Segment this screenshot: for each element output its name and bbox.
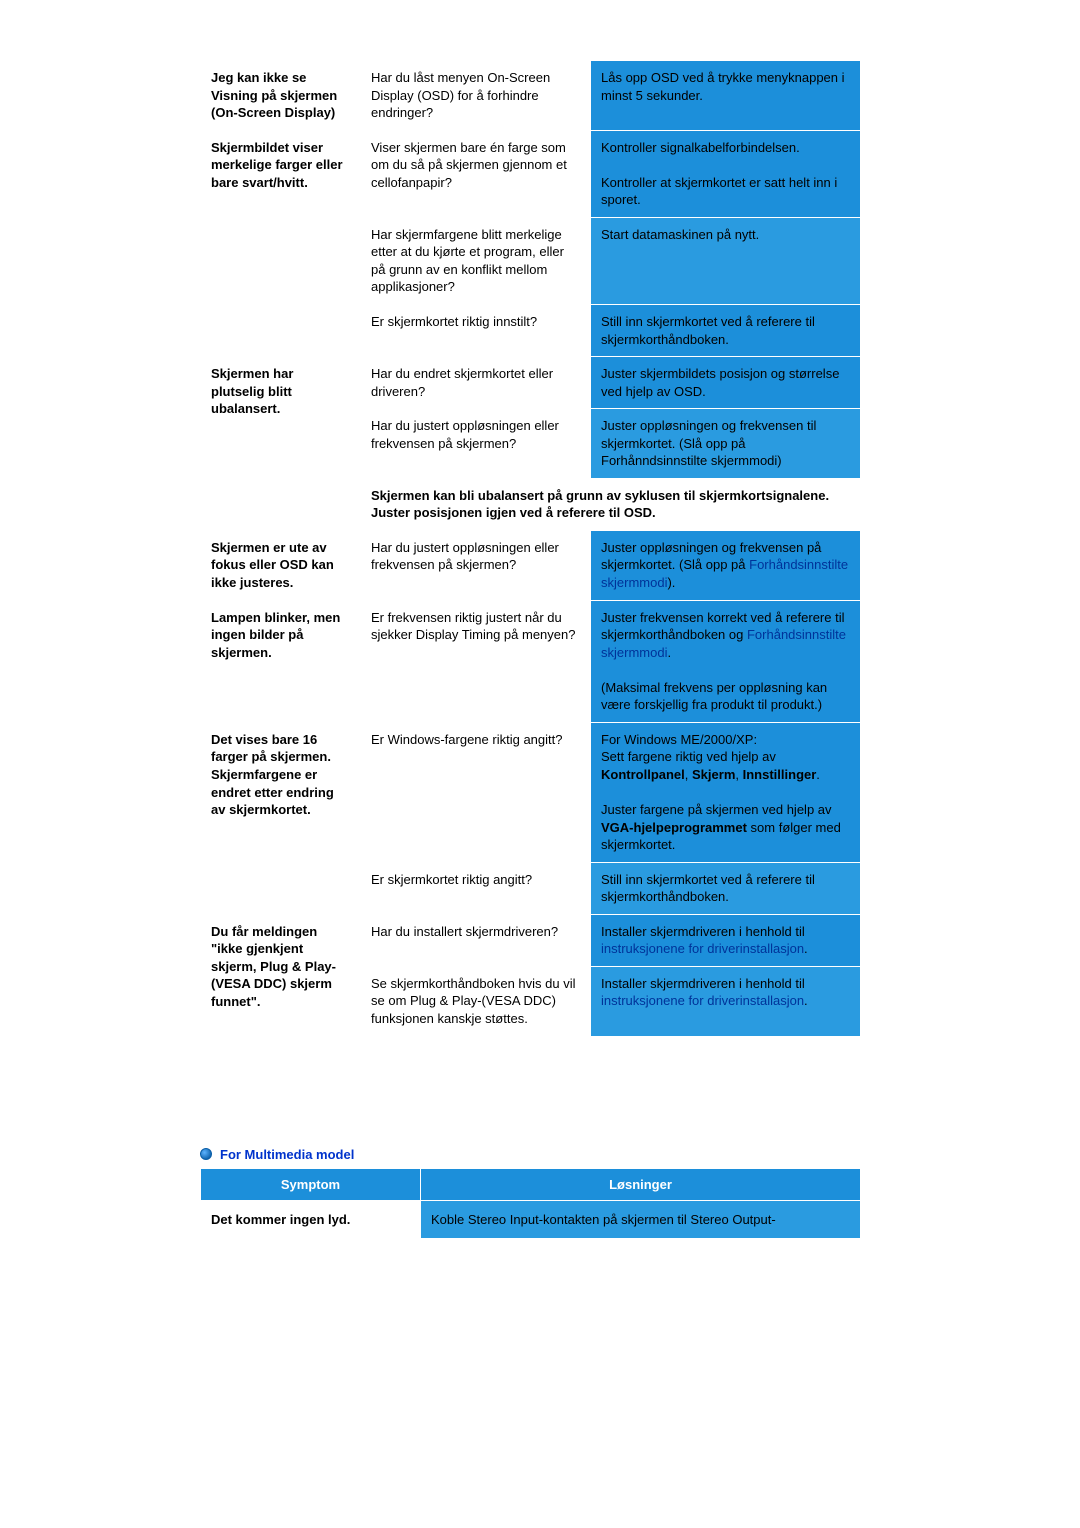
solution-cell: Start datamaskinen på nytt. <box>591 217 861 304</box>
multimedia-heading-text: For Multimedia model <box>220 1147 354 1162</box>
question-cell: Har skjermfargene blitt merkelige etter … <box>361 217 591 304</box>
solution-cell: Juster oppløsningen og frekvensen på skj… <box>591 530 861 600</box>
link-text[interactable]: instruksjonene for driverinstallasjon <box>601 941 804 956</box>
question-cell: Har du installert skjermdriveren? <box>361 914 591 966</box>
table-row: Lampen blinker, men ingen bilder på skje… <box>201 600 861 722</box>
solution-cell: Juster frekvensen korrekt ved å referere… <box>591 600 861 722</box>
solution-text: ). <box>667 575 675 590</box>
solution-text: Kontroller signalkabelforbindelsen. <box>601 140 800 155</box>
symptom-cell: Skjermen har plutselig blitt ubalansert. <box>201 357 361 531</box>
question-cell: Se skjermkorthåndboken hvis du vil se om… <box>361 966 591 1036</box>
note-cell: Skjermen kan bli ubalansert på grunn av … <box>361 478 861 530</box>
multimedia-table: Symptom Løsninger Det kommer ingen lyd.K… <box>200 1168 861 1240</box>
solution-cell: Lås opp OSD ved å trykke menyknappen i m… <box>591 61 861 131</box>
solution-cell: Juster oppløsningen og frekvensen til sk… <box>591 409 861 479</box>
solution-cell: Kontroller signalkabelforbindelsen. Kontr… <box>591 130 861 217</box>
question-cell: Er Windows-fargene riktig angitt? <box>361 722 591 862</box>
solution-text: (Maksimal frekvens per oppløsning kan væ… <box>601 680 827 713</box>
solution-text: Juster oppløsningen og frekvensen til sk… <box>601 418 816 468</box>
bold-text: Skjerm <box>692 767 735 782</box>
multimedia-section-heading: For Multimedia model <box>200 1147 920 1162</box>
symptom-cell: Du får meldingen "ikke gjenkjent skjerm,… <box>201 914 361 1036</box>
solution-text: . <box>816 767 820 782</box>
table-row: Skjermen har plutselig blitt ubalansert.… <box>201 357 861 409</box>
solution-cell: For Windows ME/2000/XP: Sett fargene rikt… <box>591 722 861 862</box>
question-cell: Viser skjermen bare én farge som om du s… <box>361 130 591 217</box>
mm-symptom-cell: Det kommer ingen lyd. <box>201 1200 421 1239</box>
question-cell: Har du endret skjermkortet eller drivere… <box>361 357 591 409</box>
mm-header-symptom: Symptom <box>201 1168 421 1200</box>
solution-text: Juster skjermbildets posisjon og størrel… <box>601 366 839 399</box>
solution-text: Sett fargene riktig ved hjelp av <box>601 749 776 764</box>
solution-text: Juster fargene på skjermen ved hjelp av <box>601 802 832 817</box>
solution-cell: Juster skjermbildets posisjon og størrel… <box>591 357 861 409</box>
question-cell: Er skjermkortet riktig angitt? <box>361 862 591 914</box>
question-cell: Er frekvensen riktig justert når du sjek… <box>361 600 591 722</box>
table-row: Det kommer ingen lyd.Koble Stereo Input-… <box>201 1200 861 1239</box>
bullet-icon <box>200 1148 212 1160</box>
question-cell: Er skjermkortet riktig innstilt? <box>361 305 591 357</box>
table-row: Det vises bare 16 farger på skjermen. Sk… <box>201 722 861 862</box>
bold-text: VGA-hjelpeprogrammet <box>601 820 747 835</box>
table-row: Jeg kan ikke se Visning på skjermen (On-… <box>201 61 861 131</box>
table-row: Du får meldingen "ikke gjenkjent skjerm,… <box>201 914 861 966</box>
bold-text: Innstillinger <box>743 767 817 782</box>
symptom-cell: Skjermen er ute av fokus eller OSD kan i… <box>201 530 361 600</box>
solution-text: . <box>804 941 808 956</box>
solution-text: , <box>685 767 692 782</box>
table-row: Skjermbildet viser merkelige farger elle… <box>201 130 861 217</box>
solution-text: Installer skjermdriveren i henhold til <box>601 976 805 991</box>
symptom-cell: Det vises bare 16 farger på skjermen. Sk… <box>201 722 361 914</box>
link-text[interactable]: instruksjonene for driverinstallasjon <box>601 993 804 1008</box>
solution-text: Still inn skjermkortet ved å referere ti… <box>601 314 815 347</box>
troubleshooting-table: Jeg kan ikke se Visning på skjermen (On-… <box>200 60 861 1037</box>
solution-text: , <box>735 767 742 782</box>
question-cell: Har du justert oppløsningen eller frekve… <box>361 530 591 600</box>
question-cell: Har du låst menyen On-Screen Display (OS… <box>361 61 591 131</box>
solution-cell: Installer skjermdriveren i henhold til i… <box>591 914 861 966</box>
bold-text: Kontrollpanel <box>601 767 685 782</box>
mm-header-solution: Løsninger <box>421 1168 861 1200</box>
solution-cell: Still inn skjermkortet ved å referere ti… <box>591 862 861 914</box>
solution-text: . <box>804 993 808 1008</box>
question-cell: Har du justert oppløsningen eller frekve… <box>361 409 591 479</box>
symptom-cell: Skjermbildet viser merkelige farger elle… <box>201 130 361 356</box>
solution-text: Kontroller at skjermkortet er satt helt … <box>601 175 837 208</box>
solution-text: Installer skjermdriveren i henhold til <box>601 924 805 939</box>
solution-cell: Still inn skjermkortet ved å referere ti… <box>591 305 861 357</box>
symptom-cell: Lampen blinker, men ingen bilder på skje… <box>201 600 361 722</box>
solution-text: . <box>667 645 671 660</box>
solution-text: For Windows ME/2000/XP: <box>601 732 757 747</box>
solution-text: Still inn skjermkortet ved å referere ti… <box>601 872 815 905</box>
mm-solution-cell: Koble Stereo Input-kontakten på skjermen… <box>421 1200 861 1239</box>
table-row: Skjermen er ute av fokus eller OSD kan i… <box>201 530 861 600</box>
solution-cell: Installer skjermdriveren i henhold til i… <box>591 966 861 1036</box>
solution-text: Lås opp OSD ved å trykke menyknappen i m… <box>601 70 845 103</box>
solution-text: Start datamaskinen på nytt. <box>601 227 759 242</box>
symptom-cell: Jeg kan ikke se Visning på skjermen (On-… <box>201 61 361 131</box>
